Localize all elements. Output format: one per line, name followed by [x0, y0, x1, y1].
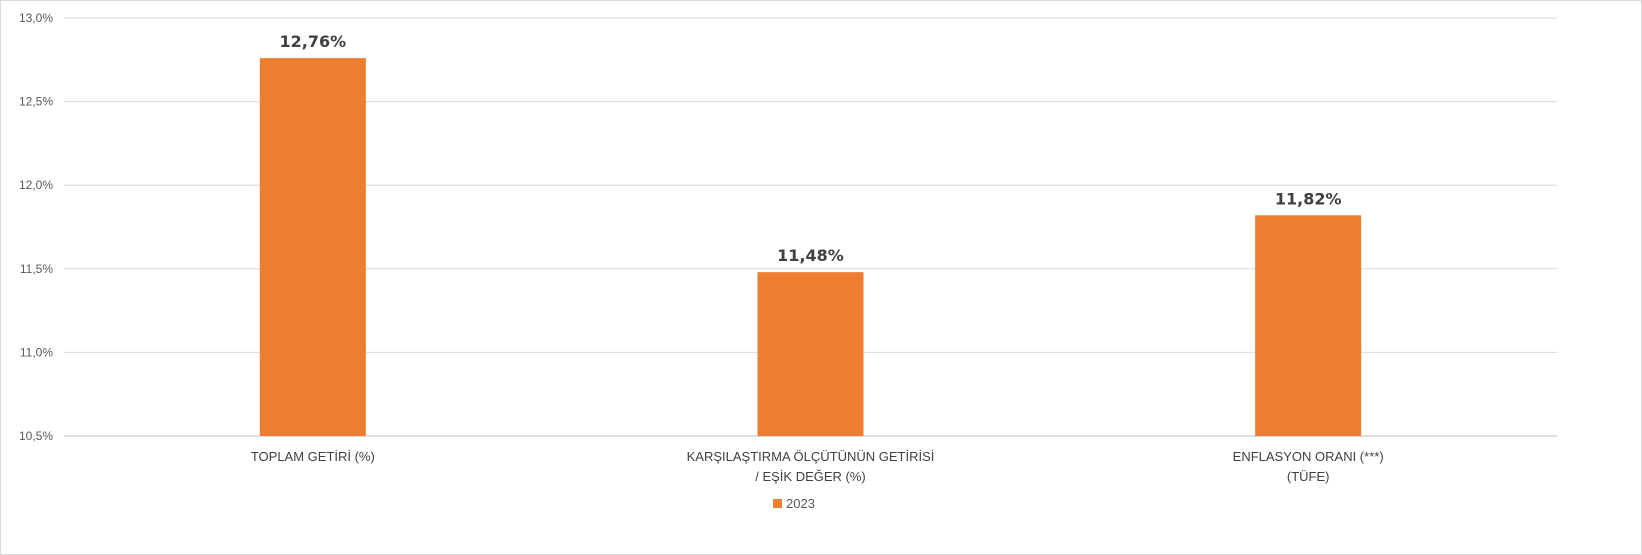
- y-tick-label: 11,5%: [20, 262, 53, 276]
- category-label: KARŞILAŞTIRMA ÖLÇÜTÜNÜN GETİRİSİ: [687, 449, 935, 464]
- y-tick-label: 12,0%: [19, 178, 53, 192]
- data-label: 11,82%: [1275, 189, 1342, 208]
- legend-swatch: [773, 499, 782, 508]
- category-label: TOPLAM GETİRİ (%): [251, 449, 375, 464]
- y-tick-label: 10,5%: [19, 429, 53, 443]
- bar: [757, 272, 864, 436]
- bar: [1255, 215, 1362, 436]
- y-tick-label: 12,5%: [19, 95, 53, 109]
- category-label: ENFLASYON ORANI (***): [1233, 449, 1384, 464]
- category-label: (TÜFE): [1287, 469, 1330, 484]
- y-tick-label: 13,0%: [19, 11, 53, 25]
- data-label: 11,48%: [777, 246, 844, 265]
- category-label: / EŞİK DEĞER (%): [755, 469, 866, 484]
- y-tick-label: 11,0%: [20, 345, 53, 359]
- legend-label: 2023: [786, 496, 815, 511]
- data-label: 12,76%: [280, 32, 347, 51]
- bar: [259, 58, 366, 437]
